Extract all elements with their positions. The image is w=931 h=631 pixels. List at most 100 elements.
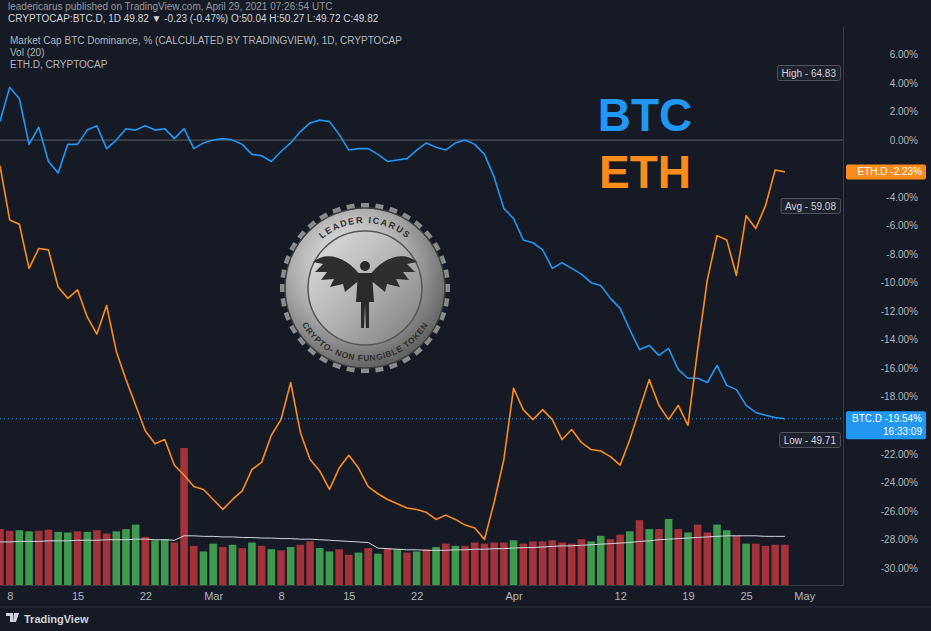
coin-bottom-textpath: CRYPTO- NON FUNGIBLE TOKEN [300, 320, 430, 363]
legend-entry: Market Cap BTC Dominance, % (CALCULATED … [10, 35, 402, 46]
volume-bar [93, 530, 101, 585]
logo-icon [6, 613, 19, 622]
volume-bar [781, 545, 789, 585]
volume-bar [704, 532, 712, 585]
y-tick-label: 2.00% [890, 106, 918, 117]
y-tick-label: -22.00% [881, 449, 918, 460]
volume-bar [268, 549, 276, 585]
volume-bar [74, 531, 82, 585]
volume-bar [616, 535, 624, 585]
x-axis: 81522Mar81522Apr121925May [1, 585, 844, 602]
volume-bar [481, 544, 489, 585]
volume-bar [539, 541, 547, 585]
volume-bar [25, 531, 33, 585]
volume-bar [16, 530, 24, 585]
y-tick-label: -30.00% [881, 563, 918, 574]
y-tick-label: 6.00% [890, 49, 918, 60]
volume-bar [248, 543, 256, 585]
x-tick-label: May [794, 590, 815, 602]
y-tick: 4.00% [843, 78, 918, 89]
volume-bar [626, 531, 634, 585]
y-tick: -6.00% [843, 220, 918, 231]
x-tick: 22 [140, 585, 152, 602]
x-tick-label: 15 [343, 590, 355, 602]
volume-bar [752, 544, 760, 585]
x-tick: 12 [615, 585, 627, 602]
volume-bar [219, 547, 227, 585]
price-tag-countdown: 16:33:09 [883, 426, 922, 437]
y-tick: -18.00% [843, 391, 918, 402]
y-tick: -12.00% [843, 306, 918, 317]
volume-bar [103, 534, 111, 585]
volume-bar [306, 541, 314, 585]
volume-bar [384, 548, 392, 585]
volume-bar [364, 548, 372, 585]
coin-wing [368, 256, 417, 292]
volume-bar [655, 529, 663, 585]
y-tick-label: -24.00% [881, 477, 918, 488]
volume-bar [733, 536, 741, 585]
price-tag: BTC.D -19.54%16:33:09 [846, 411, 926, 439]
volume-bar [277, 550, 285, 585]
volume-bar [597, 536, 605, 585]
volume-bar [432, 547, 440, 585]
volume-bar [645, 529, 653, 585]
y-tick-label: -14.00% [881, 334, 918, 345]
volume-bar [6, 531, 14, 585]
y-axis-line [843, 27, 844, 586]
level-label-box [780, 433, 841, 448]
volume-bar [180, 448, 188, 585]
volume-bar [665, 519, 673, 585]
volume-bar [161, 539, 169, 585]
volume-bar [771, 545, 779, 585]
volume-bar [122, 529, 130, 585]
legend: Market Cap BTC Dominance, % (CALCULATED … [10, 35, 402, 70]
coin-rim [285, 208, 445, 368]
volume-bar [452, 546, 460, 585]
volume-bar [723, 530, 731, 585]
volume-bar [558, 543, 566, 585]
volume-bar [413, 551, 421, 585]
volume-ma-line [0, 536, 785, 551]
volume-bar [684, 532, 692, 585]
volume-bar [238, 548, 246, 585]
volume-bar [587, 541, 595, 585]
x-tick-label: 15 [72, 590, 84, 602]
volume-bar [403, 553, 411, 585]
logo-text: TradingView [24, 613, 89, 625]
y-tick: -16.00% [843, 363, 918, 374]
volume-bar [694, 525, 702, 585]
coin-wing [313, 256, 362, 292]
x-tick-label: 8 [278, 590, 284, 602]
volume-bar [190, 546, 198, 585]
coin-top-textpath: LEADER ICARUS [317, 215, 413, 241]
coin-bottom-text: CRYPTO- NON FUNGIBLE TOKEN [300, 320, 430, 363]
volume-bar [142, 537, 150, 585]
y-tick: 2.00% [843, 106, 918, 117]
volume-bar [35, 531, 43, 585]
x-tick: Apr [505, 585, 522, 602]
footer-separator [0, 607, 931, 608]
y-tick-label: 0.00% [890, 135, 918, 146]
y-axis: 6.00%4.00%2.00%0.00%-4.00%-6.00%-8.00%-1… [843, 27, 918, 586]
y-tick: 0.00% [843, 135, 918, 146]
price-tag: ETH.D -2.23% [846, 164, 926, 179]
level-label: Low - 49.71 [780, 433, 841, 448]
price-tag-box [846, 164, 926, 179]
volume-bar [510, 540, 518, 585]
volume-bar [229, 545, 237, 585]
volume-bar [258, 546, 266, 585]
coin-top-text: LEADER ICARUS [317, 215, 413, 241]
x-tick-label: 22 [411, 590, 423, 602]
x-tick-label: 12 [615, 590, 627, 602]
volume-bar [151, 540, 159, 585]
y-tick-label: -6.00% [886, 220, 918, 231]
logo [6, 613, 19, 622]
x-tick: 25 [740, 585, 752, 602]
y-tick: 6.00% [843, 49, 918, 60]
volume-bar [132, 525, 140, 585]
volume-bar [674, 529, 682, 585]
y-tick-label: -18.00% [881, 391, 918, 402]
y-tick: -4.00% [843, 192, 918, 203]
volume-bar [297, 545, 305, 585]
